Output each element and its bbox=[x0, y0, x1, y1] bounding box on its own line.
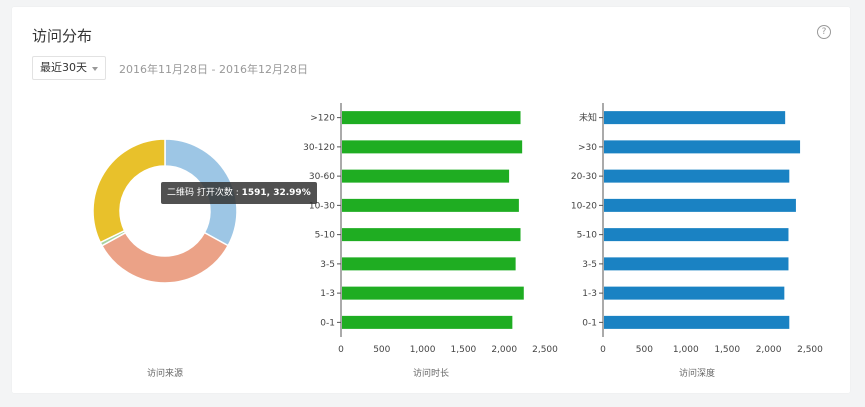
bar bbox=[604, 286, 785, 300]
bar bbox=[342, 315, 513, 329]
date-range-select[interactable]: 最近30天 bbox=[32, 56, 106, 80]
chart-label: 访问时长 bbox=[413, 367, 449, 379]
x-tick-label: 500 bbox=[636, 345, 653, 355]
bar bbox=[342, 286, 524, 300]
y-tick-label: 10-20 bbox=[571, 201, 597, 211]
pie-slice-3 bbox=[92, 138, 166, 244]
question-circle-icon[interactable]: ? bbox=[817, 25, 831, 39]
pie-slice-0 bbox=[164, 138, 238, 247]
bar bbox=[342, 198, 519, 212]
bar bbox=[342, 257, 516, 271]
y-tick-label: 未知 bbox=[579, 112, 597, 124]
y-tick-label: 30-120 bbox=[303, 143, 335, 153]
y-tick-label: 1-3 bbox=[320, 289, 335, 299]
x-tick-label: 2,500 bbox=[532, 345, 558, 355]
pie-slice-1 bbox=[100, 231, 230, 284]
visit-distribution-card: 访问分布 ? 最近30天 2016年11月28日 - 2016年12月28日 访… bbox=[12, 7, 850, 393]
x-tick-label: 500 bbox=[373, 345, 390, 355]
y-tick-label: 10-30 bbox=[309, 201, 335, 211]
bar bbox=[604, 228, 789, 242]
bar bbox=[604, 140, 801, 154]
y-tick-label: 20-30 bbox=[571, 172, 597, 182]
y-tick-label: 0-1 bbox=[582, 318, 597, 328]
x-tick-label: 0 bbox=[338, 345, 344, 355]
x-tick-label: 1,500 bbox=[451, 345, 477, 355]
charts-svg: 访问来源 >120 30-120 30-60 10-30 5-10 3-5 1-3 0-1 0 50… bbox=[92, 103, 823, 379]
y-tick-label: 3-5 bbox=[320, 260, 335, 270]
y-tick-label: 1-3 bbox=[582, 289, 597, 299]
bar bbox=[604, 315, 790, 329]
chart-label: 访问深度 bbox=[679, 367, 715, 379]
chart-label-source: 访问来源 bbox=[147, 367, 183, 379]
y-tick-label: 30-60 bbox=[309, 172, 335, 182]
bar bbox=[342, 169, 510, 183]
y-tick-label: 5-10 bbox=[315, 231, 336, 241]
bar bbox=[604, 169, 790, 183]
bar bbox=[342, 140, 523, 154]
x-tick-label: 2,500 bbox=[797, 345, 823, 355]
y-tick-label: >30 bbox=[578, 143, 597, 153]
y-tick-label: >120 bbox=[310, 114, 335, 124]
date-range-select-value: 最近30天 bbox=[40, 61, 87, 74]
bar bbox=[604, 111, 786, 125]
x-tick-label: 0 bbox=[600, 345, 606, 355]
chart-tooltip: 二维码 打开次数 : 1591, 32.99% bbox=[161, 182, 317, 204]
y-tick-label: 0-1 bbox=[320, 318, 335, 328]
bar bbox=[342, 228, 521, 242]
y-tick-label: 3-5 bbox=[582, 260, 597, 270]
x-tick-label: 2,000 bbox=[756, 345, 782, 355]
date-range-text: 2016年11月28日 - 2016年12月28日 bbox=[119, 63, 308, 76]
bar bbox=[342, 111, 521, 125]
caret-down-icon bbox=[92, 67, 98, 71]
tooltip-prefix: 二维码 打开次数 : bbox=[167, 188, 242, 198]
tooltip-value: 1591, 32.99% bbox=[241, 188, 311, 198]
bar bbox=[604, 198, 796, 212]
page-title: 访问分布 bbox=[32, 27, 93, 45]
x-tick-label: 1,000 bbox=[410, 345, 436, 355]
x-tick-label: 1,000 bbox=[673, 345, 699, 355]
x-tick-label: 1,500 bbox=[714, 345, 740, 355]
bar bbox=[604, 257, 789, 271]
y-tick-label: 5-10 bbox=[577, 231, 598, 241]
x-tick-label: 2,000 bbox=[491, 345, 517, 355]
